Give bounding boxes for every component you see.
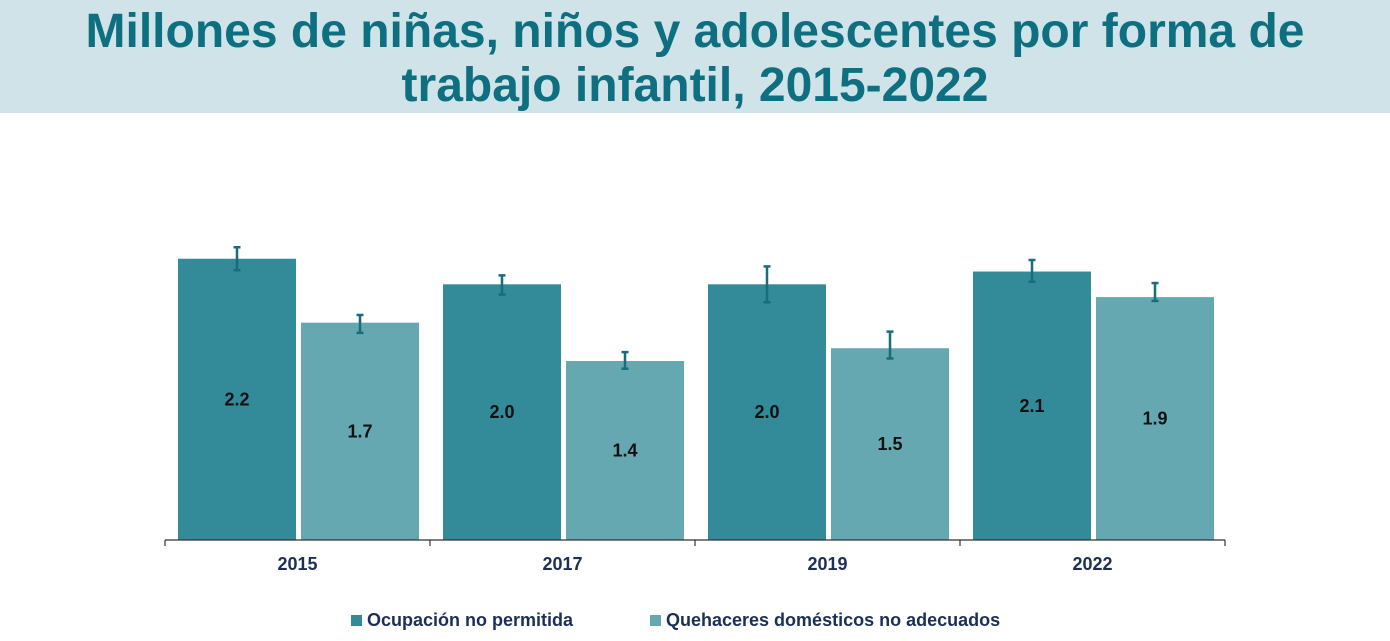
data-label-1-2022: 1.9 bbox=[1142, 409, 1167, 429]
x-tick-label-2019: 2019 bbox=[807, 554, 847, 574]
bar-quehaceres-2017 bbox=[566, 361, 684, 540]
x-tick-label-2015: 2015 bbox=[277, 554, 317, 574]
legend-label-ocupacion: Ocupación no permitida bbox=[367, 609, 574, 630]
data-label-0-2019: 2.0 bbox=[754, 402, 779, 422]
x-tick-label-2017: 2017 bbox=[542, 554, 582, 574]
data-label-1-2015: 1.7 bbox=[347, 421, 372, 441]
legend-swatch-quehaceres bbox=[650, 614, 661, 626]
data-label-0-2017: 2.0 bbox=[489, 402, 514, 422]
chart-title-line-1: Millones de niñas, niños y adolescentes … bbox=[85, 5, 1305, 58]
bar-quehaceres-2015 bbox=[301, 322, 419, 540]
x-tick-label-2022: 2022 bbox=[1072, 554, 1112, 574]
chart-legend: Ocupación no permitida Quehaceres domést… bbox=[0, 608, 1390, 632]
title-band: Millones de niñas, niños y adolescentes … bbox=[0, 0, 1390, 113]
bar-quehaceres-2022 bbox=[1096, 297, 1214, 540]
data-label-0-2015: 2.2 bbox=[224, 389, 249, 409]
legend-label-quehaceres: Quehaceres domésticos no adecuados bbox=[666, 609, 1001, 630]
data-label-0-2022: 2.1 bbox=[1019, 396, 1044, 416]
legend-swatch-ocupacion bbox=[351, 614, 362, 626]
bar-quehaceres-2019 bbox=[831, 348, 949, 540]
bar-ocupacion-2017 bbox=[443, 284, 561, 540]
legend-item-ocupacion: Ocupación no permitida bbox=[351, 608, 573, 632]
bar-ocupacion-2015 bbox=[178, 258, 296, 540]
data-label-1-2019: 1.5 bbox=[877, 434, 902, 454]
bar-ocupacion-2022 bbox=[973, 271, 1091, 540]
bar-ocupacion-2019 bbox=[708, 284, 826, 540]
chart-title-line-2: trabajo infantil, 2015-2022 bbox=[401, 59, 989, 112]
data-label-1-2017: 1.4 bbox=[612, 441, 637, 461]
legend-item-quehaceres: Quehaceres domésticos no adecuados bbox=[650, 608, 1000, 632]
